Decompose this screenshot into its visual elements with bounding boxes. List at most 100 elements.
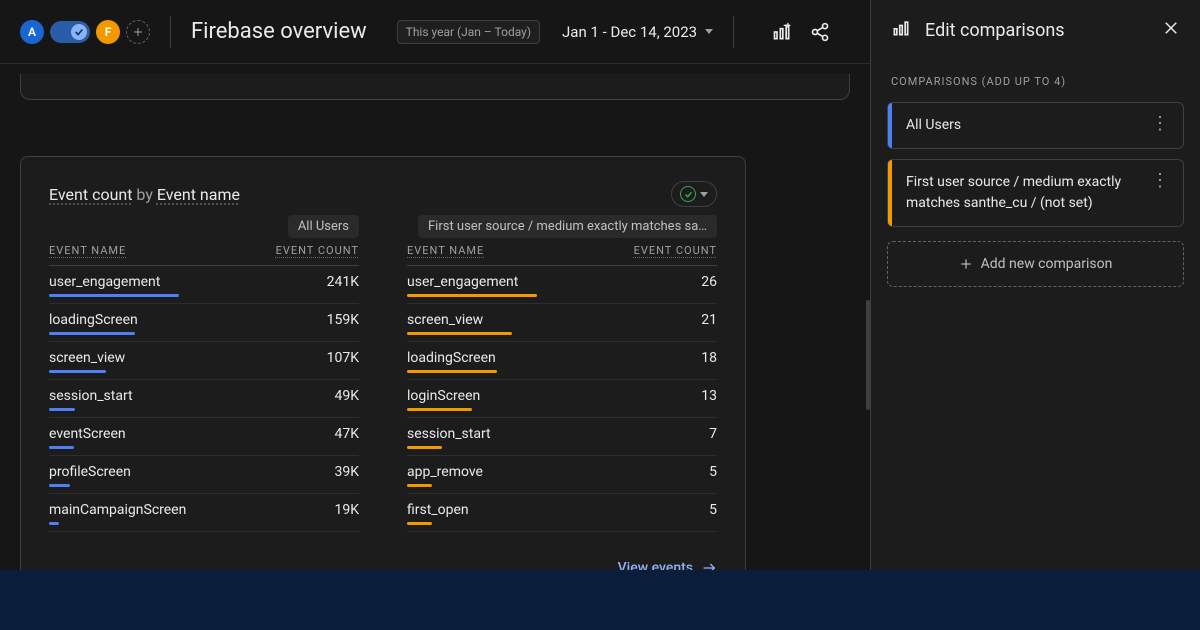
scrollbar[interactable] bbox=[866, 300, 870, 410]
event-count: 18 bbox=[701, 350, 717, 366]
check-icon bbox=[71, 24, 87, 40]
value-bar bbox=[407, 370, 497, 373]
table-row[interactable]: first_open 5 bbox=[407, 494, 717, 532]
table-row[interactable]: session_start 7 bbox=[407, 418, 717, 456]
event-name: eventScreen bbox=[49, 426, 126, 442]
event-name: loadingScreen bbox=[49, 312, 138, 328]
table-row[interactable]: screen_view 107K bbox=[49, 342, 359, 380]
value-bar bbox=[407, 408, 472, 411]
value-bar bbox=[49, 522, 59, 525]
date-range-picker[interactable]: Jan 1 - Dec 14, 2023 bbox=[562, 23, 713, 41]
table-row[interactable]: loginScreen 13 bbox=[407, 380, 717, 418]
event-name: session_start bbox=[49, 388, 133, 404]
segment-column: All UsersEVENT NAMEEVENT COUNTuser_engag… bbox=[49, 215, 359, 532]
chart-icon bbox=[891, 18, 911, 43]
main-content: Event count by Event name All Users EVENT… bbox=[0, 64, 870, 630]
page-title: Firebase overview bbox=[191, 19, 367, 44]
event-name: session_start bbox=[407, 426, 491, 442]
table-row[interactable]: session_start 49K bbox=[49, 380, 359, 418]
event-name: mainCampaignScreen bbox=[49, 502, 186, 518]
edit-comparisons-panel: Edit comparisons COMPARISONS (ADD UP TO … bbox=[870, 0, 1200, 630]
close-icon[interactable] bbox=[1162, 19, 1180, 42]
divider bbox=[170, 16, 171, 48]
event-count: 39K bbox=[334, 464, 359, 480]
table-row[interactable]: user_engagement 26 bbox=[407, 266, 717, 304]
table-row[interactable]: loadingScreen 18 bbox=[407, 342, 717, 380]
event-name: profileScreen bbox=[49, 464, 131, 480]
segment-toggle[interactable] bbox=[50, 21, 90, 43]
value-bar bbox=[407, 484, 432, 487]
event-count: 49K bbox=[334, 388, 359, 404]
value-bar bbox=[49, 370, 106, 373]
value-bar bbox=[407, 522, 432, 525]
chevron-down-icon bbox=[705, 29, 713, 34]
event-count: 107K bbox=[327, 350, 359, 366]
segment-chip-f[interactable]: F bbox=[96, 20, 120, 44]
event-count: 159K bbox=[327, 312, 359, 328]
event-name: screen_view bbox=[49, 350, 125, 366]
panel-subtitle: COMPARISONS (ADD UP TO 4) bbox=[871, 61, 1200, 98]
card-status-dropdown[interactable] bbox=[671, 181, 717, 207]
divider bbox=[733, 16, 734, 48]
value-bar bbox=[49, 294, 179, 297]
table-row[interactable]: app_remove5 bbox=[407, 456, 717, 494]
chevron-down-icon bbox=[700, 192, 708, 197]
event-count: 241K bbox=[327, 274, 359, 290]
event-count: 47K bbox=[334, 426, 359, 442]
event-name: first_open bbox=[407, 502, 469, 518]
kebab-menu-icon[interactable]: ⋮ bbox=[1151, 115, 1169, 133]
event-count: 26 bbox=[701, 274, 717, 290]
comparison-stripe bbox=[888, 103, 892, 148]
previous-card-stub bbox=[20, 74, 850, 100]
event-count: 5 bbox=[709, 464, 717, 480]
event-name: user_engagement bbox=[49, 274, 160, 290]
kebab-menu-icon[interactable]: ⋮ bbox=[1151, 172, 1169, 190]
date-preset-pill[interactable]: This year (Jan – Today) bbox=[397, 20, 540, 44]
value-bar bbox=[407, 294, 537, 297]
event-count: 5 bbox=[709, 502, 717, 518]
event-count: 19K bbox=[334, 502, 359, 518]
segment-column: First user source / medium exactly match… bbox=[407, 215, 717, 532]
value-bar bbox=[49, 332, 135, 335]
add-comparison-button[interactable]: Add new comparison bbox=[887, 241, 1184, 287]
bottom-band bbox=[0, 570, 1200, 630]
event-name: loginScreen bbox=[407, 388, 480, 404]
comparison-label: First user source / medium exactly match… bbox=[906, 172, 1141, 214]
segment-label: All Users bbox=[288, 215, 359, 238]
event-count: 13 bbox=[701, 388, 717, 404]
table-header: EVENT NAMEEVENT COUNT bbox=[407, 244, 717, 266]
event-name: screen_view bbox=[407, 312, 483, 328]
table-row[interactable]: loadingScreen 159K bbox=[49, 304, 359, 342]
segment-chips: A F bbox=[20, 20, 150, 44]
comparison-stripe bbox=[888, 160, 892, 226]
add-segment-chip[interactable] bbox=[126, 20, 150, 44]
value-bar bbox=[49, 484, 70, 487]
comparison-card[interactable]: First user source / medium exactly match… bbox=[887, 159, 1184, 227]
segment-chip-a[interactable]: A bbox=[20, 20, 44, 44]
table-row[interactable]: eventScreen 47K bbox=[49, 418, 359, 456]
event-count: 21 bbox=[701, 312, 717, 328]
table-row[interactable]: profileScreen 39K bbox=[49, 456, 359, 494]
comparison-label: All Users bbox=[906, 115, 1141, 136]
segment-label: First user source / medium exactly match… bbox=[418, 215, 717, 238]
comparison-card[interactable]: All Users ⋮ bbox=[887, 102, 1184, 149]
table-header: EVENT NAMEEVENT COUNT bbox=[49, 244, 359, 266]
event-name: user_engagement bbox=[407, 274, 518, 290]
event-count-card: Event count by Event name All Users EVENT… bbox=[20, 156, 746, 599]
share-icon[interactable] bbox=[810, 22, 830, 42]
date-range-text: Jan 1 - Dec 14, 2023 bbox=[562, 23, 697, 41]
table-row[interactable]: mainCampaignScreen 19K bbox=[49, 494, 359, 532]
check-circle-icon bbox=[680, 186, 696, 202]
value-bar bbox=[49, 446, 74, 449]
value-bar bbox=[49, 408, 75, 411]
panel-title: Edit comparisons bbox=[925, 20, 1065, 41]
value-bar bbox=[407, 446, 442, 449]
event-name: loadingScreen bbox=[407, 350, 496, 366]
table-row[interactable]: screen_view 21 bbox=[407, 304, 717, 342]
insights-icon[interactable] bbox=[772, 22, 792, 42]
value-bar bbox=[407, 332, 512, 335]
event-count: 7 bbox=[709, 426, 717, 442]
top-bar: A F Firebase overview This year (Jan – T… bbox=[0, 0, 870, 64]
card-title: Event count by Event name bbox=[49, 185, 240, 204]
table-row[interactable]: user_engagement 241K bbox=[49, 266, 359, 304]
